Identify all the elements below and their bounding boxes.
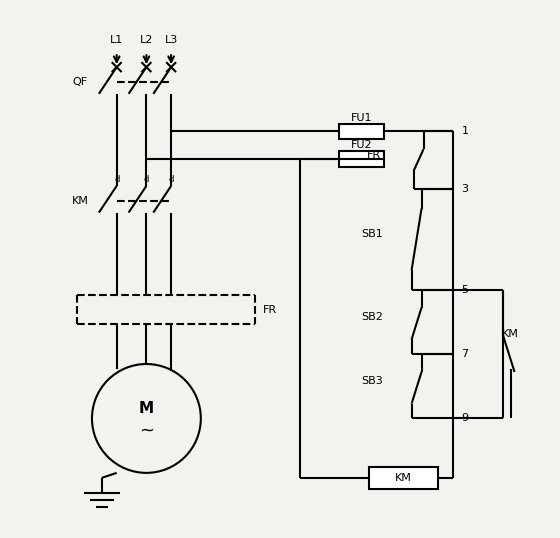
Text: L1: L1 bbox=[110, 36, 123, 45]
Text: QF: QF bbox=[73, 77, 88, 87]
Text: FR: FR bbox=[263, 305, 277, 315]
Text: SB3: SB3 bbox=[361, 376, 383, 386]
Text: 1: 1 bbox=[461, 126, 469, 137]
Bar bbox=[369, 467, 438, 489]
Text: FR: FR bbox=[367, 150, 381, 160]
Text: d: d bbox=[169, 175, 174, 185]
Text: ~: ~ bbox=[139, 421, 154, 440]
Text: KM: KM bbox=[72, 196, 88, 206]
Bar bbox=[339, 124, 384, 139]
Text: FU2: FU2 bbox=[351, 140, 372, 150]
Text: SB2: SB2 bbox=[361, 312, 383, 322]
Text: KM: KM bbox=[395, 473, 412, 483]
Text: 7: 7 bbox=[461, 349, 469, 359]
Text: L3: L3 bbox=[165, 36, 178, 45]
Text: d: d bbox=[114, 175, 119, 185]
Text: FU1: FU1 bbox=[351, 112, 372, 123]
Text: M: M bbox=[139, 401, 154, 416]
Text: 3: 3 bbox=[461, 184, 469, 194]
Text: L2: L2 bbox=[139, 36, 153, 45]
Text: 9: 9 bbox=[461, 413, 469, 423]
Text: d: d bbox=[144, 175, 149, 185]
Bar bbox=[339, 151, 384, 167]
Text: KM: KM bbox=[502, 329, 519, 339]
Text: 5: 5 bbox=[461, 285, 469, 295]
Text: SB1: SB1 bbox=[361, 229, 383, 239]
